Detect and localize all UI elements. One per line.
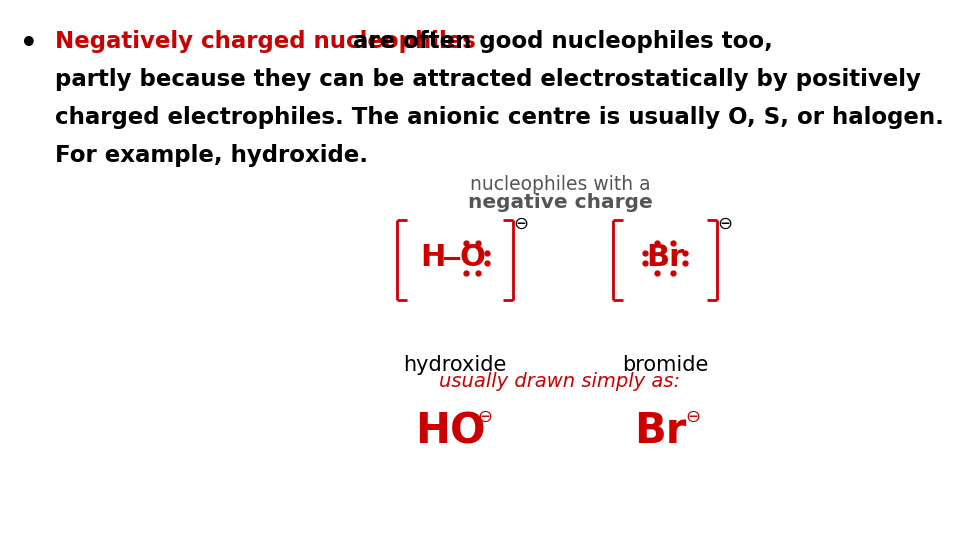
Text: O: O [459,244,485,273]
Text: charged electrophiles. The anionic centre is usually O, S, or halogen.: charged electrophiles. The anionic centr… [55,106,944,129]
Text: negative charge: negative charge [468,193,653,212]
Text: bromide: bromide [622,355,708,375]
Text: usually drawn simply as:: usually drawn simply as: [440,372,681,391]
Text: are often good nucleophiles too,: are often good nucleophiles too, [353,30,773,53]
Text: nucleophiles with a: nucleophiles with a [469,175,650,194]
Text: ⊖: ⊖ [514,215,529,233]
Text: Br: Br [646,244,684,273]
Text: ⊖: ⊖ [685,408,700,426]
Text: partly because they can be attracted electrostatically by positively: partly because they can be attracted ele… [55,68,921,91]
Text: hydroxide: hydroxide [403,355,507,375]
Text: Negatively charged nucleophiles: Negatively charged nucleophiles [55,30,476,53]
Text: ⊖: ⊖ [717,215,732,233]
Text: ⊖: ⊖ [477,408,492,426]
Text: H: H [420,244,445,273]
Text: Br: Br [634,410,686,452]
Text: HO: HO [415,410,485,452]
Text: •: • [20,30,37,58]
Text: For example, hydroxide.: For example, hydroxide. [55,144,368,167]
